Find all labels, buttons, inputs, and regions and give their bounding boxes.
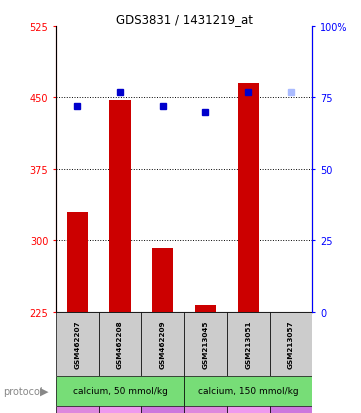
Bar xyxy=(142,312,184,376)
Bar xyxy=(109,101,131,312)
Text: GSM213051: GSM213051 xyxy=(245,320,251,368)
Bar xyxy=(99,312,142,376)
Text: GSM213057: GSM213057 xyxy=(288,320,294,368)
Bar xyxy=(142,406,184,413)
Bar xyxy=(67,212,88,312)
Text: ▶: ▶ xyxy=(40,386,48,396)
Text: protocol: protocol xyxy=(4,386,43,396)
Bar xyxy=(184,312,227,376)
Bar xyxy=(152,248,173,312)
Text: GSM213045: GSM213045 xyxy=(203,320,208,368)
Text: GSM462209: GSM462209 xyxy=(160,320,166,368)
Title: GDS3831 / 1431219_at: GDS3831 / 1431219_at xyxy=(116,13,253,26)
Text: GSM462208: GSM462208 xyxy=(117,320,123,368)
Bar xyxy=(184,376,312,406)
Bar xyxy=(56,406,99,413)
Bar xyxy=(270,406,312,413)
Bar xyxy=(227,406,270,413)
Bar xyxy=(184,406,227,413)
Bar xyxy=(195,305,216,312)
Bar xyxy=(270,312,312,376)
Text: GSM462207: GSM462207 xyxy=(74,320,80,368)
Bar xyxy=(56,376,184,406)
Text: calcium, 150 mmol/kg: calcium, 150 mmol/kg xyxy=(198,386,299,395)
Bar xyxy=(238,84,259,312)
Bar xyxy=(99,406,142,413)
Text: calcium, 50 mmol/kg: calcium, 50 mmol/kg xyxy=(73,386,168,395)
Bar xyxy=(227,312,270,376)
Bar xyxy=(56,312,99,376)
